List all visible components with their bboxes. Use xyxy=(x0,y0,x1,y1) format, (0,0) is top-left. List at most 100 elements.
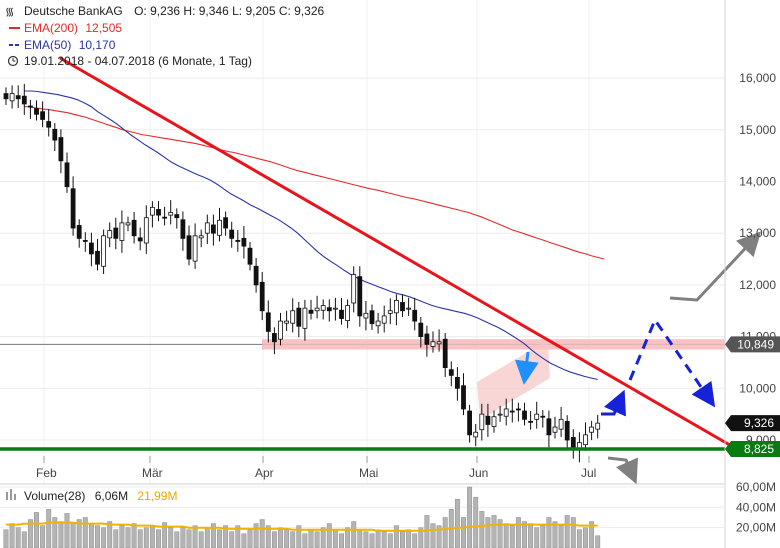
volume-bar xyxy=(131,523,137,548)
volume-bar xyxy=(345,527,351,548)
volume-bar xyxy=(515,517,521,548)
candle xyxy=(198,229,204,248)
candle xyxy=(332,297,338,321)
volume-bar xyxy=(217,529,222,548)
candle xyxy=(296,301,302,338)
volume-bar xyxy=(15,527,21,548)
volume-bar xyxy=(82,517,88,548)
projection-arrow xyxy=(628,316,716,408)
price-tick-label: 13,000 xyxy=(739,226,776,240)
volume-bar xyxy=(436,525,442,548)
volume-bar xyxy=(70,522,76,548)
candle xyxy=(137,227,143,251)
date-range: 19.01.2018 - 04.07.2018 (6 Monate, 1 Tag… xyxy=(24,54,252,68)
volume-bar xyxy=(113,529,119,548)
candle xyxy=(436,329,442,352)
volume-legend: Volume(28) 6,06M 21,99M xyxy=(6,489,177,503)
candle xyxy=(217,207,222,242)
volume-bar xyxy=(461,517,466,548)
volume-bar xyxy=(528,523,534,548)
price-tick-label: 15,000 xyxy=(739,123,776,137)
candle xyxy=(186,225,192,266)
candle xyxy=(82,232,88,252)
candle xyxy=(326,299,332,322)
candle xyxy=(540,410,546,428)
candle xyxy=(34,100,39,121)
volume-average-line xyxy=(6,521,598,532)
entry-marker-arrow xyxy=(514,351,539,385)
candle xyxy=(363,300,369,331)
ema200-polyline xyxy=(24,105,605,260)
volume-bar xyxy=(180,527,186,548)
volume-bar xyxy=(64,513,70,548)
candle xyxy=(595,414,601,439)
candle xyxy=(3,87,9,105)
volume-bar xyxy=(186,529,192,548)
volume-value: 6,06M xyxy=(95,489,128,503)
volume-bar xyxy=(241,533,247,548)
volume-bar xyxy=(576,529,582,548)
candle xyxy=(412,297,418,331)
volume-bar xyxy=(509,525,515,548)
candle xyxy=(577,432,582,463)
volume-tick-label: 40,00M xyxy=(736,500,776,514)
volume-bar xyxy=(143,527,149,548)
candle xyxy=(314,295,320,319)
downtrend-line-segment xyxy=(59,56,736,450)
month-label: Feb xyxy=(36,466,57,480)
volume-bar xyxy=(558,525,564,548)
candle xyxy=(156,201,161,222)
candle xyxy=(180,211,186,251)
volume-bar xyxy=(156,529,161,548)
month-label: Mai xyxy=(359,466,378,480)
volume-bar xyxy=(137,529,143,548)
volume-bar xyxy=(351,521,357,548)
downtrend-line xyxy=(59,56,736,450)
candle xyxy=(259,271,265,321)
volume-bar xyxy=(46,509,52,548)
volume-bar xyxy=(339,533,344,548)
svg-text:Deutsche BankAG O: 9,236: Deutsche BankAG O: 9,236 H: 9,346 L: 9,2… xyxy=(24,4,325,18)
candle xyxy=(241,225,247,259)
candle xyxy=(168,200,174,225)
volume-bar xyxy=(259,519,265,548)
ema50-polyline xyxy=(24,90,598,381)
candle xyxy=(308,299,314,320)
clock-icon xyxy=(7,55,19,67)
candle xyxy=(125,216,131,232)
volume-bar xyxy=(247,529,253,548)
chart-settings-icon[interactable]: ᯾ xyxy=(5,6,14,18)
candle xyxy=(546,410,552,448)
price-tick-label: 12,000 xyxy=(739,278,776,292)
candle xyxy=(442,332,448,377)
ohlc-readout: O: 9,236 H: 9,346 L: 9,205 C: 9,326 xyxy=(134,4,324,18)
volume-bar xyxy=(302,533,308,548)
time-axis: Feb Mär Apr Mai Jun Jul xyxy=(36,456,596,480)
candle xyxy=(400,294,405,317)
volume-bar xyxy=(418,527,424,548)
candle xyxy=(509,398,515,423)
volume-bar xyxy=(192,525,198,548)
candle xyxy=(522,402,527,426)
candle xyxy=(174,208,180,229)
candle xyxy=(113,217,119,250)
volume-bar xyxy=(265,525,271,548)
volume-icon xyxy=(14,494,16,500)
volume-bar xyxy=(125,527,131,548)
candle xyxy=(381,305,387,333)
price-badge-label: 9,326 xyxy=(744,416,774,430)
candle xyxy=(485,403,491,437)
volume-bar xyxy=(503,523,509,548)
volume-bar xyxy=(491,515,497,548)
volume-bar xyxy=(204,527,210,548)
candle xyxy=(46,109,52,137)
volume-bar xyxy=(332,529,338,548)
candle xyxy=(9,85,15,109)
volume-bar xyxy=(564,515,570,548)
ema50-legend-label: EMA(50) xyxy=(24,38,71,52)
candle xyxy=(351,266,357,313)
candlestick-series xyxy=(3,83,601,463)
volume-bar xyxy=(119,525,125,548)
volume-bar xyxy=(34,512,39,548)
candle xyxy=(369,304,375,330)
